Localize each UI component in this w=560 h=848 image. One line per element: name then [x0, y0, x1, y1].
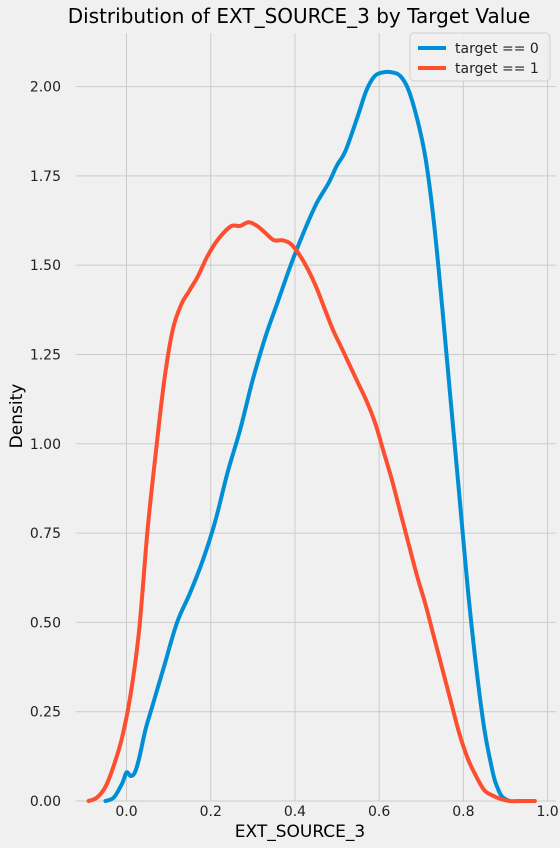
y-tick-label: 0.00 [30, 794, 61, 810]
x-axis-label: EXT_SOURCE_3 [235, 822, 365, 842]
x-tick-labels: 0.0 0.2 0.4 0.6 0.8 1.0 [115, 804, 558, 820]
x-tick-label: 0.6 [368, 804, 390, 820]
chart-title: Distribution of EXT_SOURCE_3 by Target V… [68, 4, 531, 28]
x-tick-label: 0.0 [115, 804, 137, 820]
legend: target == 0 target == 1 [409, 32, 551, 82]
y-tick-label: 1.25 [30, 347, 61, 363]
series-line-1 [86, 220, 537, 804]
y-tick-label: 1.75 [30, 169, 61, 185]
legend-label-0: target == 0 [455, 41, 539, 57]
y-tick-labels: 0.00 0.25 0.50 0.75 1.00 1.25 1.50 1.75 2.00 [30, 80, 61, 810]
y-tick-label: 0.75 [30, 526, 61, 542]
x-tick-label: 1.0 [536, 804, 558, 820]
y-tick-label: 1.50 [30, 258, 61, 274]
legend-label-1: target == 1 [455, 61, 539, 77]
grid-lines [76, 33, 556, 802]
y-tick-label: 1.00 [30, 437, 61, 453]
y-tick-label: 0.50 [30, 615, 61, 631]
x-tick-label: 0.4 [284, 804, 306, 820]
series-layer [86, 69, 537, 804]
x-tick-label: 0.8 [452, 804, 474, 820]
series-line-0 [103, 69, 512, 803]
x-tick-label: 0.2 [200, 804, 222, 820]
y-tick-label: 0.25 [30, 705, 61, 721]
y-axis-label: Density [7, 384, 27, 449]
y-tick-label: 2.00 [30, 80, 61, 96]
